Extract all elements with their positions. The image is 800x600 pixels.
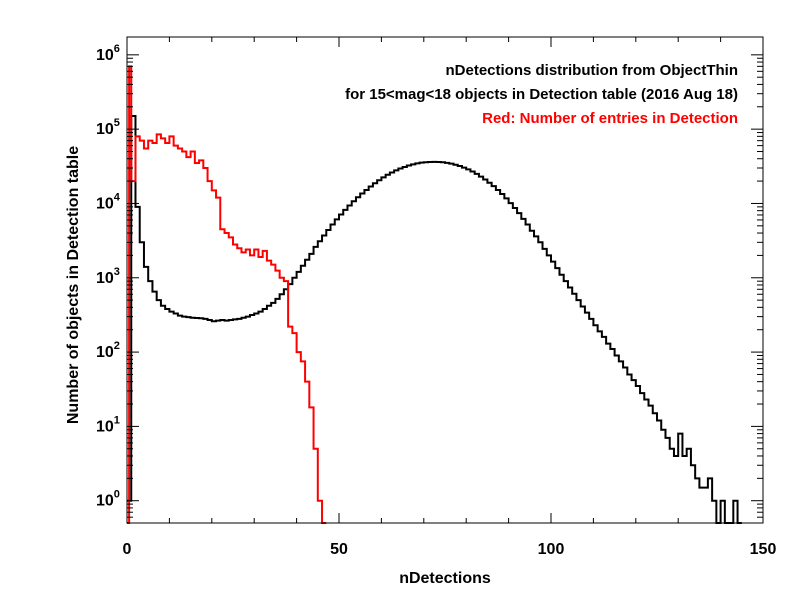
- y-tick-label: 103: [96, 266, 120, 287]
- annotation-title: nDetections distribution from ObjectThin: [446, 62, 739, 79]
- y-tick-label: 101: [96, 414, 120, 435]
- x-tick-label: 0: [123, 541, 132, 558]
- series-red-line: [127, 65, 327, 524]
- y-tick-label: 106: [96, 43, 120, 64]
- y-tick-label: 105: [96, 117, 120, 138]
- annotation-subtitle: for 15<mag<18 objects in Detection table…: [345, 86, 738, 103]
- y-tick-label: 102: [96, 340, 120, 361]
- x-tick-label: 50: [330, 541, 348, 558]
- x-tick-label: 150: [750, 541, 777, 558]
- x-tick-label: 100: [538, 541, 565, 558]
- axes-layer: 0 50 100 150 100 101 102 103 104 105 106: [96, 37, 776, 558]
- series-black-line: [127, 115, 742, 524]
- y-axis-title: Number of objects in Detection table: [65, 146, 82, 424]
- y-tick-label: 104: [96, 191, 121, 212]
- plot-frame: [126, 36, 764, 524]
- annotation-legend-red: Red: Number of entries in Detection: [482, 110, 738, 127]
- series-layer: [127, 65, 742, 524]
- x-axis-title: nDetections: [399, 570, 491, 587]
- y-tick-label: 100: [96, 489, 120, 510]
